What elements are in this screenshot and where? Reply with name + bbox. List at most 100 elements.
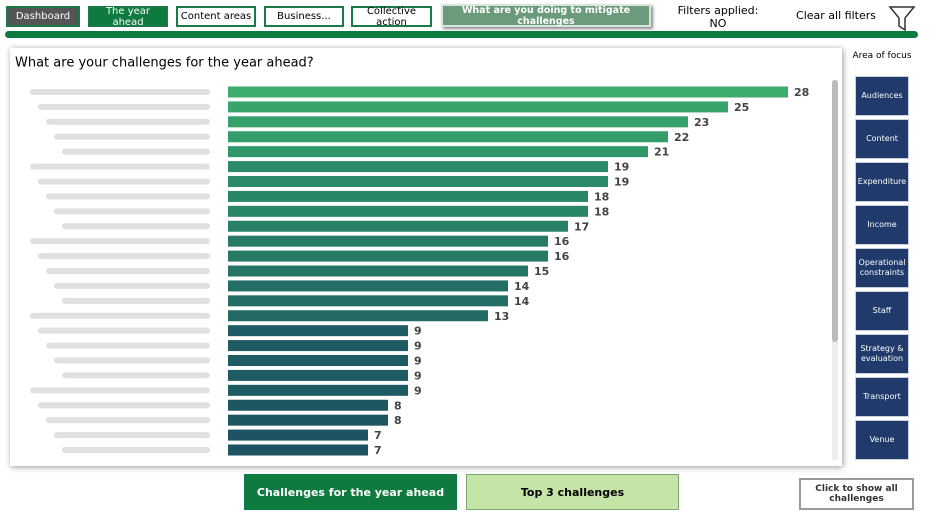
data-label: 19	[614, 176, 629, 189]
blurred-label	[30, 238, 210, 245]
data-label: 14	[514, 280, 530, 293]
chart: What are your challenges for the year ah…	[15, 56, 838, 460]
blurred-label	[54, 133, 210, 140]
bar	[228, 101, 728, 113]
nav-button[interactable]: Content areas	[176, 6, 256, 27]
data-label: 9	[414, 325, 422, 338]
data-label: 15	[534, 265, 549, 278]
bar	[228, 280, 508, 292]
data-label: 7	[374, 429, 382, 442]
bar	[228, 295, 508, 307]
bar	[228, 310, 488, 322]
bar	[228, 340, 408, 352]
data-label: 18	[594, 205, 609, 218]
bar	[228, 235, 548, 247]
tab-button[interactable]: Challenges for the year ahead	[244, 474, 457, 510]
bar	[228, 86, 788, 98]
data-label: 13	[494, 310, 509, 323]
focus-button[interactable]: Strategy & evaluation	[855, 334, 909, 374]
blurred-label	[46, 268, 210, 274]
bar	[228, 429, 368, 441]
data-label: 28	[794, 86, 809, 99]
focus-button[interactable]: Expenditure	[855, 162, 909, 202]
data-label: 17	[574, 220, 589, 233]
bar	[228, 116, 688, 128]
data-label: 8	[394, 399, 402, 412]
blurred-label	[46, 193, 210, 200]
nav-button[interactable]: The year ahead	[88, 6, 168, 28]
data-label: 9	[414, 384, 422, 397]
focus-button[interactable]: Operational constraints	[855, 248, 909, 288]
focus-button[interactable]: Income	[855, 205, 909, 245]
bar	[228, 444, 368, 456]
bar	[228, 176, 608, 187]
data-label: 9	[414, 340, 422, 353]
blurred-label	[30, 312, 210, 319]
bar	[228, 384, 408, 396]
bar	[228, 250, 548, 262]
bar	[228, 355, 408, 366]
nav-button[interactable]: Business...	[264, 6, 344, 27]
nav-button[interactable]: What are you doing to mitigate challenge…	[441, 4, 651, 27]
focus-button[interactable]: Content	[855, 119, 909, 159]
focus-button[interactable]: Audiences	[855, 76, 909, 116]
nav-button[interactable]: Collective action	[351, 6, 432, 28]
blurred-label	[38, 253, 210, 260]
blurred-label	[54, 282, 210, 289]
blurred-label	[30, 163, 210, 170]
blurred-label	[62, 223, 210, 230]
bar	[228, 369, 408, 381]
bar	[228, 161, 608, 173]
data-label: 16	[554, 250, 570, 263]
blurred-label	[54, 208, 210, 215]
bar	[228, 325, 408, 337]
blurred-label	[54, 432, 210, 439]
blurred-label	[46, 118, 210, 125]
chart-title: What are your challenges for the year ah…	[15, 56, 314, 71]
data-label: 9	[414, 369, 422, 382]
blurred-label	[46, 342, 210, 349]
bar	[228, 399, 388, 411]
bar	[228, 205, 588, 217]
side-title: Area of focus	[852, 51, 912, 61]
tab-button[interactable]: Top 3 challenges	[466, 474, 679, 510]
bar	[228, 131, 668, 143]
data-label: 16	[554, 235, 570, 248]
data-label: 9	[414, 355, 422, 368]
show-all-button[interactable]: Click to show all challenges	[799, 478, 914, 510]
bar	[228, 414, 388, 426]
filter-icon[interactable]	[888, 4, 916, 32]
data-label: 14	[514, 295, 530, 308]
data-label: 22	[674, 131, 689, 144]
blurred-label	[38, 103, 210, 110]
clear-filters[interactable]: Clear all filters	[796, 9, 876, 22]
blurred-label	[62, 148, 210, 155]
data-label: 18	[594, 190, 609, 203]
data-label: 7	[374, 444, 382, 457]
focus-button[interactable]: Venue	[855, 420, 909, 460]
divider	[5, 31, 918, 38]
bar	[228, 190, 588, 202]
data-label: 21	[654, 146, 669, 159]
blurred-label	[38, 402, 210, 409]
blurred-label	[46, 417, 210, 424]
data-label: 25	[734, 101, 749, 114]
blurred-label	[62, 297, 210, 304]
focus-button[interactable]: Transport	[855, 377, 909, 417]
blurred-label	[30, 387, 210, 394]
blurred-label	[38, 327, 210, 334]
blurred-label	[38, 178, 210, 185]
filters-status: Filters applied: NO	[677, 3, 759, 30]
data-label: 23	[694, 116, 709, 129]
blurred-label	[62, 447, 210, 453]
data-label: 8	[394, 414, 402, 427]
blurred-label	[62, 372, 210, 379]
scrollbar-thumb[interactable]	[832, 80, 838, 342]
data-label: 19	[614, 161, 629, 174]
nav-button[interactable]: Dashboard	[6, 6, 80, 27]
bar	[228, 265, 528, 277]
bar	[228, 220, 568, 232]
focus-button[interactable]: Staff	[855, 291, 909, 331]
bar	[228, 146, 648, 158]
